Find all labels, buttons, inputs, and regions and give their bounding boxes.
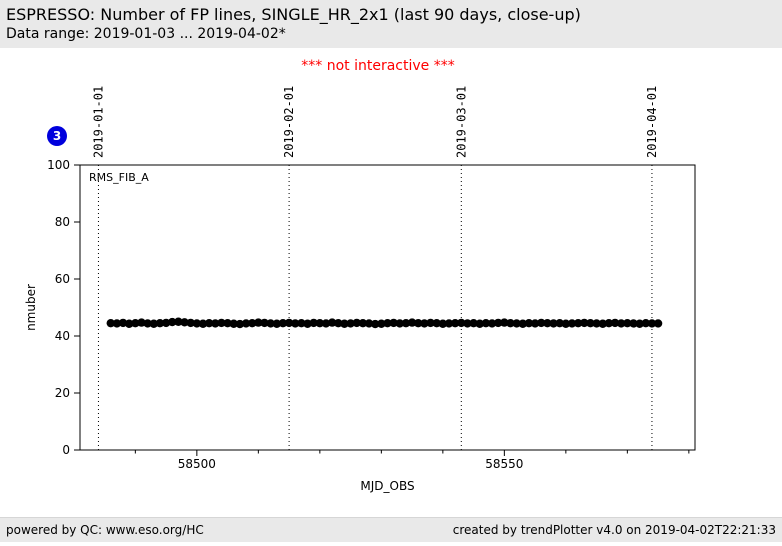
x-axis-ticks: 58500 58550 <box>134 450 690 471</box>
y-axis-title: nmuber <box>24 284 38 331</box>
x-tick-label: 58550 <box>485 457 523 471</box>
x-tick-label: 58500 <box>178 457 216 471</box>
date-gridlines <box>97 165 653 450</box>
y-tick-label: 100 <box>47 158 70 172</box>
y-axis-ticks: 0 20 40 60 80 100 <box>47 158 80 457</box>
data-points <box>106 317 663 329</box>
data-range-subtitle: Data range: 2019-01-03 ... 2019-04-02* <box>6 26 286 42</box>
y-tick-label: 60 <box>55 272 70 286</box>
date-tick-label: 2019-03-01 <box>454 86 468 158</box>
y-tick-label: 20 <box>55 386 70 400</box>
date-labels: 2019-01-01 2019-02-01 2019-03-01 2019-04-01 <box>91 86 659 158</box>
plot-number-badge[interactable]: 3 <box>47 126 67 146</box>
axes-box <box>79 164 696 451</box>
report-header: ESPRESSO: Number of FP lines, SINGLE_HR_… <box>0 0 782 48</box>
date-tick-label: 2019-04-01 <box>645 86 659 158</box>
date-tick-label: 2019-02-01 <box>282 86 296 158</box>
y-tick-label: 80 <box>55 215 70 229</box>
y-tick-label: 0 <box>62 443 70 457</box>
not-interactive-notice: *** not interactive *** <box>301 58 455 74</box>
footer-created-by: created by trendPlotter v4.0 on 2019-04-… <box>452 523 776 537</box>
date-tick-label: 2019-01-01 <box>91 86 105 158</box>
series-label: RMS_FIB_A <box>89 171 149 184</box>
y-tick-label: 40 <box>55 329 70 343</box>
axis-labels: MJD_OBS nmuber RMS_FIB_A <box>24 171 415 493</box>
footer-powered-by: powered by QC: www.eso.org/HC <box>6 523 204 537</box>
x-axis-title: MJD_OBS <box>360 479 414 493</box>
report-footer: powered by QC: www.eso.org/HC created by… <box>0 517 782 542</box>
page-title: ESPRESSO: Number of FP lines, SINGLE_HR_… <box>6 5 581 24</box>
